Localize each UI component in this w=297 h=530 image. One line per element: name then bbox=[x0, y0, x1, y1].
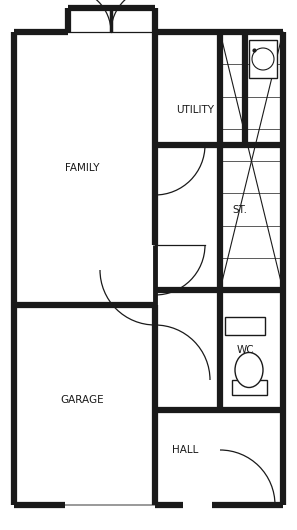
Text: ST.: ST. bbox=[233, 205, 247, 215]
Ellipse shape bbox=[235, 352, 263, 387]
Text: WC: WC bbox=[236, 345, 254, 355]
Text: FAMILY: FAMILY bbox=[65, 163, 99, 173]
Text: UTILITY: UTILITY bbox=[176, 105, 214, 115]
Text: GARAGE: GARAGE bbox=[60, 395, 104, 405]
Text: HALL: HALL bbox=[172, 445, 198, 455]
Bar bbox=[225, 317, 265, 335]
Bar bbox=[249, 40, 277, 78]
Bar bbox=[232, 380, 267, 395]
